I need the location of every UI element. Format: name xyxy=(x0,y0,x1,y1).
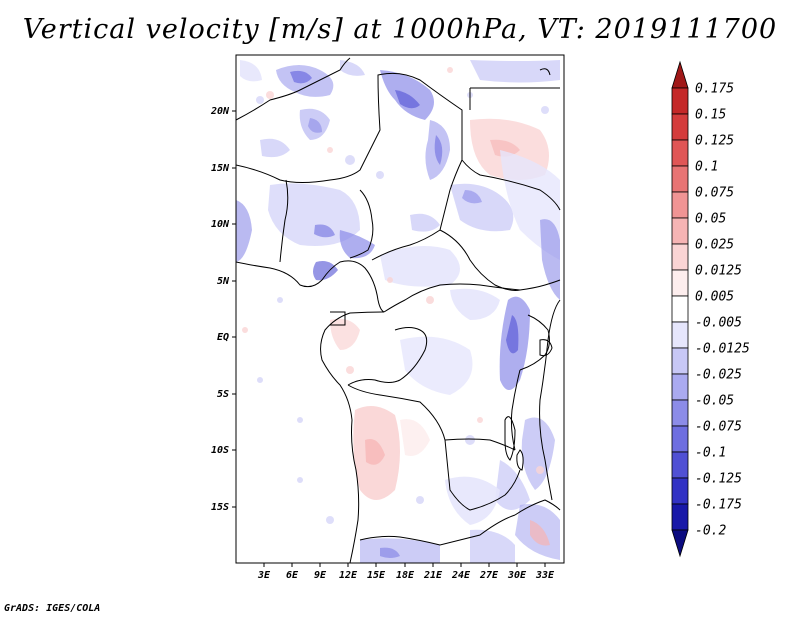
colorbar-band xyxy=(671,87,689,115)
lat-axis: 20N 15N 10N 5N EQ 5S 10S 15S xyxy=(210,106,236,513)
colorbar-band xyxy=(671,425,689,453)
colorbar-label: 0.175 xyxy=(695,82,734,97)
colorbar: 0.175 0.15 0.125 0.1 0.075 0.05 0.025 0.0125 0.0… xyxy=(671,60,750,558)
lon-axis: 3E 6E 9E 12E 15E 18E 21E 24E 27E 30E 33E xyxy=(257,563,555,581)
lat-tick-label: 15S xyxy=(211,502,229,513)
lon-tick-label: 27E xyxy=(479,570,499,581)
lon-tick-label: 33E xyxy=(535,570,555,581)
colorbar-label: 0.075 xyxy=(695,186,734,201)
colorbar-band xyxy=(671,373,689,401)
lon-tick-label: 18E xyxy=(396,570,415,581)
lat-tick-label: EQ xyxy=(217,332,229,343)
colorbar-label: -0.1 xyxy=(695,446,726,461)
colorbar-band xyxy=(671,529,689,558)
lon-tick-label: 12E xyxy=(339,570,358,581)
lon-tick-label: 24E xyxy=(451,570,471,581)
colorbar-band xyxy=(671,191,689,219)
colorbar-band xyxy=(671,139,689,167)
colorbar-label: -0.025 xyxy=(695,368,742,383)
colorbar-band xyxy=(671,321,689,349)
colorbar-band xyxy=(671,113,689,141)
lon-tick-label: 6E xyxy=(286,570,299,581)
colorbar-band xyxy=(671,269,689,297)
colorbar-label: 0.125 xyxy=(695,134,734,149)
colorbar-band xyxy=(671,295,689,323)
coastline-borders xyxy=(236,57,561,563)
lat-tick-label: 5N xyxy=(217,276,230,287)
lat-tick-label: 10S xyxy=(211,445,229,456)
colorbar-band xyxy=(671,217,689,245)
lat-tick-label: 10N xyxy=(211,219,230,230)
colorbar-band xyxy=(671,451,689,479)
map-title: Vertical velocity [m/s] at 1000hPa, VT: … xyxy=(22,14,778,45)
colorbar-label: 0.1 xyxy=(695,160,718,175)
lat-tick-label: 5S xyxy=(217,389,229,400)
colorbar-label: -0.125 xyxy=(695,472,742,487)
colorbar-band xyxy=(671,165,689,193)
colorbar-label: 0.005 xyxy=(695,290,734,305)
lon-tick-label: 9E xyxy=(314,570,327,581)
lon-tick-label: 21E xyxy=(423,570,443,581)
colorbar-band xyxy=(671,399,689,427)
colorbar-label: -0.075 xyxy=(695,420,742,435)
colorbar-label: -0.175 xyxy=(695,498,742,513)
colorbar-label: -0.0125 xyxy=(695,342,750,357)
lon-tick-label: 30E xyxy=(507,570,527,581)
colorbar-band xyxy=(671,503,689,531)
colorbar-label: -0.005 xyxy=(695,316,742,331)
lat-tick-label: 20N xyxy=(210,106,230,117)
velocity-shading xyxy=(236,60,560,563)
colorbar-band xyxy=(671,243,689,271)
colorbar-label: 0.0125 xyxy=(695,264,742,279)
colorbar-band xyxy=(671,477,689,505)
colorbar-label: -0.05 xyxy=(695,394,734,409)
lat-tick-label: 15N xyxy=(211,163,230,174)
lon-tick-label: 15E xyxy=(367,570,386,581)
colorbar-label: 0.15 xyxy=(695,108,726,123)
map-panel xyxy=(235,54,565,564)
colorbar-band xyxy=(671,60,689,89)
colorbar-label: 0.05 xyxy=(695,212,726,227)
grads-credit: GrADS: IGES/COLA xyxy=(4,603,101,614)
lon-tick-label: 3E xyxy=(257,570,271,581)
colorbar-label: 0.025 xyxy=(695,238,734,253)
colorbar-label: -0.2 xyxy=(695,524,726,539)
colorbar-band xyxy=(671,347,689,375)
